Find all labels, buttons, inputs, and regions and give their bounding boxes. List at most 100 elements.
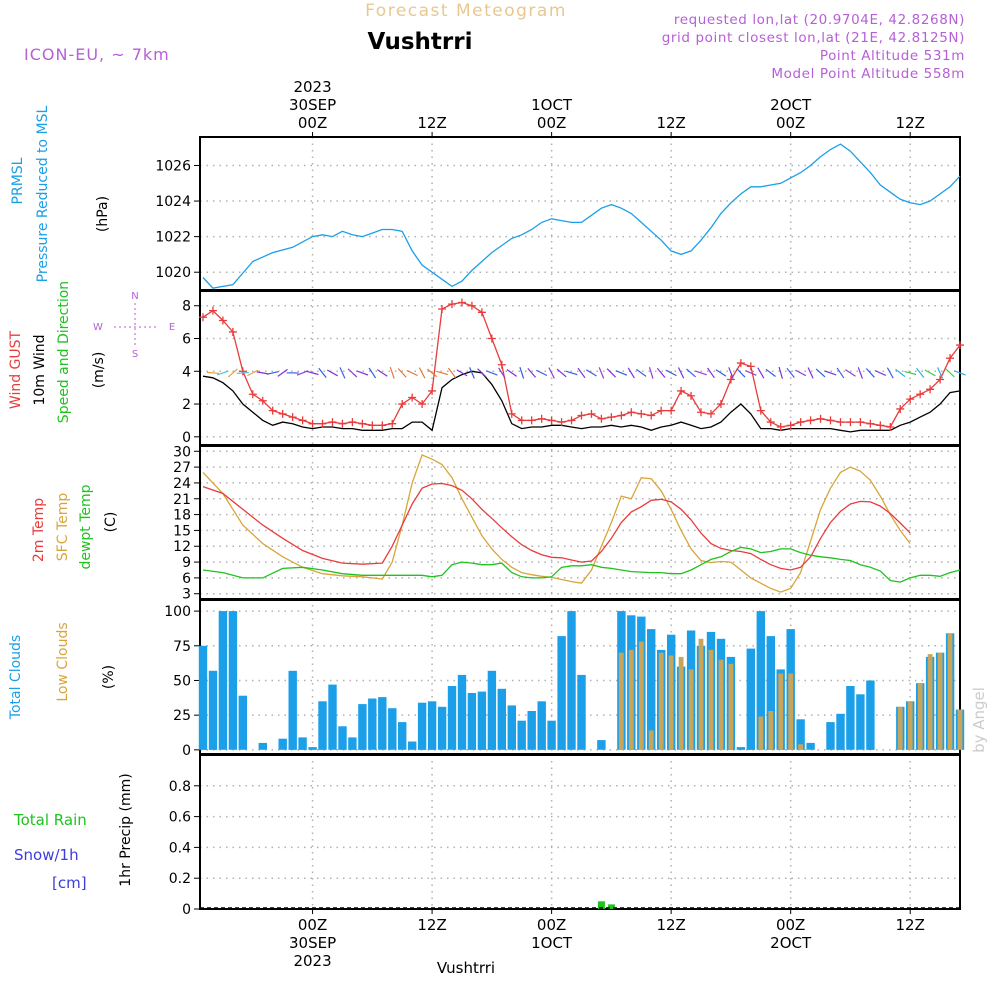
low-cloud-bar (648, 730, 654, 750)
precip-ytick-label: 0.2 (169, 871, 191, 887)
wind-direction-arrow (397, 368, 407, 378)
low-cloud-bar (678, 656, 684, 750)
wind-gust-marker (438, 305, 447, 314)
wind-gust-marker (706, 409, 715, 418)
panels: 1020102210241026024683691215182124273002… (8, 78, 966, 970)
total-cloud-bar (836, 713, 845, 750)
wind-direction-arrow (577, 367, 586, 379)
wind-gust-marker (378, 421, 387, 430)
wind-direction-arrow (498, 367, 506, 379)
wind-direction-arrow (356, 370, 369, 376)
wind-direction-arrow (447, 367, 457, 379)
wind-gust-marker (946, 354, 955, 363)
wind-ytick-label: 4 (182, 364, 191, 380)
rain-bar (597, 901, 605, 909)
total-cloud-bar (447, 686, 457, 750)
wind-direction-arrow (636, 368, 647, 377)
wind-direction-arrow (296, 370, 309, 376)
temperature-ytick-label: 21 (173, 492, 191, 508)
wind-gust-marker (836, 418, 845, 427)
wind-gust-marker (806, 416, 815, 425)
wind-unit: (m/s) (91, 352, 107, 389)
pressure-label-prmsl: PRMSL (10, 157, 26, 204)
clouds-ytick-label: 0 (182, 743, 191, 759)
wind-gust-marker (866, 419, 875, 428)
precip-ytick-label: 0.8 (169, 779, 191, 795)
clouds-ytick-label: 50 (173, 673, 191, 689)
wind-direction-arrow (389, 367, 395, 379)
low-cloud-bar (917, 683, 923, 750)
wind-gust-marker (607, 413, 616, 422)
wind-gust-marker (677, 386, 686, 395)
bottom-time-label: 12Z (656, 916, 685, 934)
wind-direction-arrow (736, 368, 746, 378)
total-cloud-bar (537, 701, 546, 750)
low-cloud-bar (778, 673, 784, 750)
wind-gust-marker (916, 390, 925, 399)
total-cloud-bar (208, 670, 218, 750)
wind-gust-marker (736, 359, 745, 368)
temperature-ytick-label: 30 (173, 444, 191, 460)
wind-gust-marker (826, 416, 835, 425)
total-cloud-bar (427, 701, 437, 750)
precip-panel-frame (199, 754, 961, 910)
bottom-time-label: 00Z (298, 916, 327, 934)
wind-gust-marker (687, 391, 696, 400)
header: Forecast Meteogram Vushtrri ICON-EU, ~ 7… (24, 1, 988, 977)
precip-ytick-label: 0.6 (169, 810, 191, 826)
wind-direction-arrow (707, 367, 715, 379)
wind-direction-arrow (519, 367, 525, 379)
total-cloud-bar (647, 629, 656, 750)
wind-direction-arrow (427, 368, 438, 378)
watermark: by Angel (970, 687, 988, 753)
top-date-label: 2OCT (770, 96, 812, 114)
precip-label-rain: Total Rain (13, 811, 87, 829)
wind-gust-marker (228, 327, 237, 336)
low-cloud-bar (927, 654, 933, 750)
total-cloud-bar (388, 708, 397, 750)
total-cloud-bar (308, 747, 317, 750)
wind-gust-marker (597, 414, 606, 423)
total-cloud-bar (846, 686, 855, 750)
wind-gust-marker (876, 421, 885, 430)
wind-direction-arrow (598, 367, 605, 379)
wind-gust-marker (428, 386, 437, 395)
total-cloud-bar (218, 611, 228, 750)
temperature-ytick-label: 3 (182, 587, 191, 603)
wind-direction-arrow (954, 370, 966, 376)
total-cloud-bar (288, 670, 297, 750)
wind-gust-marker (358, 419, 367, 428)
wind-ytick-label: 8 (182, 299, 191, 315)
bottom-date-label: 1OCT (531, 934, 573, 952)
total-cloud-bar (278, 738, 287, 750)
wind-gust-marker (587, 409, 596, 418)
wind-gust-marker (338, 419, 347, 428)
total-cloud-bar (557, 636, 566, 750)
total-cloud-bar (238, 695, 247, 750)
wind-gust-marker (328, 418, 337, 427)
pressure-label-msl: Pressure Reduced to MSL (35, 105, 51, 282)
low-cloud-bar (698, 638, 704, 750)
wind-gust-marker (577, 411, 586, 420)
wind-direction-arrow (606, 368, 617, 378)
wind-gust-marker (457, 298, 466, 307)
wind-direction-arrow (347, 368, 358, 378)
wind-direction-arrow (436, 370, 448, 376)
wind-direction-arrow (247, 369, 259, 377)
top-time-label: 12Z (656, 114, 685, 132)
meteogram-title: Forecast Meteogram (365, 1, 567, 21)
wind-speed-line (202, 370, 961, 433)
wind-direction-arrow (895, 368, 906, 378)
wind-gust-marker (856, 418, 865, 427)
total-cloud-bar (338, 726, 347, 750)
wind-gust-marker (467, 301, 476, 310)
wind-direction-arrow (326, 369, 338, 377)
total-cloud-bar (497, 688, 506, 750)
sfc-temp-line (202, 454, 911, 593)
top-time-label: 00Z (776, 114, 805, 132)
bottom-date-label: 2OCT (770, 934, 812, 952)
wind-direction-arrow (765, 368, 776, 377)
bottom-time-label: 00Z (776, 916, 805, 934)
wind-direction-arrow (318, 367, 327, 378)
pressure-ytick-label: 1020 (155, 265, 191, 281)
